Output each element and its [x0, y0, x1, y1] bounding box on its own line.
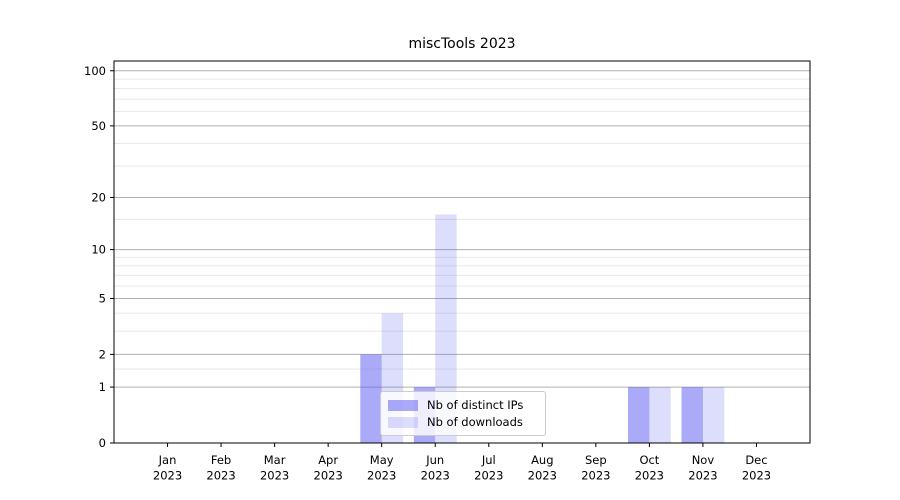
- x-tick-label-month: Feb: [211, 453, 231, 467]
- x-tick-label-year: 2023: [153, 469, 182, 483]
- legend-swatch-downloads: [388, 416, 418, 428]
- x-tick-label-year: 2023: [688, 469, 717, 483]
- chart-title: miscTools 2023: [408, 36, 516, 52]
- legend: Nb of distinct IPs Nb of downloads: [380, 391, 546, 436]
- x-tick-label-month: Mar: [264, 453, 286, 467]
- x-tick-label-year: 2023: [367, 469, 396, 483]
- x-tick-label-month: Nov: [692, 453, 715, 467]
- legend-swatch-distinct-ips: [388, 399, 418, 411]
- y-tick-label: 50: [91, 119, 106, 133]
- x-tick-label-month: May: [370, 453, 394, 467]
- legend-label-distinct-ips: Nb of distinct IPs: [427, 398, 524, 412]
- legend-label-downloads: Nb of downloads: [427, 415, 523, 429]
- x-tick-label-year: 2023: [314, 469, 343, 483]
- y-tick-label: 5: [99, 291, 106, 305]
- bar-downloads: [649, 387, 671, 443]
- y-tick-label: 20: [91, 190, 106, 204]
- x-tick-label-month: Jun: [425, 453, 444, 467]
- plot-frame: [113, 60, 811, 444]
- x-tick-label-month: Jan: [158, 453, 177, 467]
- x-tick-label-month: Dec: [745, 453, 767, 467]
- x-tick-label-month: Jul: [481, 453, 496, 467]
- x-tick-label-month: Sep: [585, 453, 607, 467]
- x-tick-label-year: 2023: [742, 469, 771, 483]
- y-tick-label: 2: [99, 347, 106, 361]
- y-tick-label: 0: [99, 436, 106, 450]
- x-tick-label-year: 2023: [260, 469, 289, 483]
- x-tick-label-month: Apr: [318, 453, 338, 467]
- legend-item-downloads: Nb of downloads: [388, 414, 538, 430]
- bar-downloads: [702, 387, 725, 443]
- legend-item-distinct-ips: Nb of distinct IPs: [388, 397, 538, 413]
- x-tick-label-year: 2023: [528, 469, 557, 483]
- bar-distinct-ips: [681, 387, 703, 443]
- y-tick-label: 100: [84, 64, 106, 78]
- y-tick-label: 10: [91, 243, 106, 257]
- bar-distinct-ips: [627, 387, 650, 443]
- bar-distinct-ips: [360, 354, 382, 443]
- x-tick-label-year: 2023: [421, 469, 450, 483]
- x-tick-label-month: Aug: [531, 453, 553, 467]
- x-tick-label-month: Oct: [639, 453, 659, 467]
- x-tick-label-year: 2023: [581, 469, 610, 483]
- y-tick-label: 1: [99, 380, 106, 394]
- x-tick-label-year: 2023: [206, 469, 235, 483]
- x-tick-label-year: 2023: [474, 469, 503, 483]
- bar-downloads: [435, 214, 457, 443]
- x-tick-label-year: 2023: [635, 469, 664, 483]
